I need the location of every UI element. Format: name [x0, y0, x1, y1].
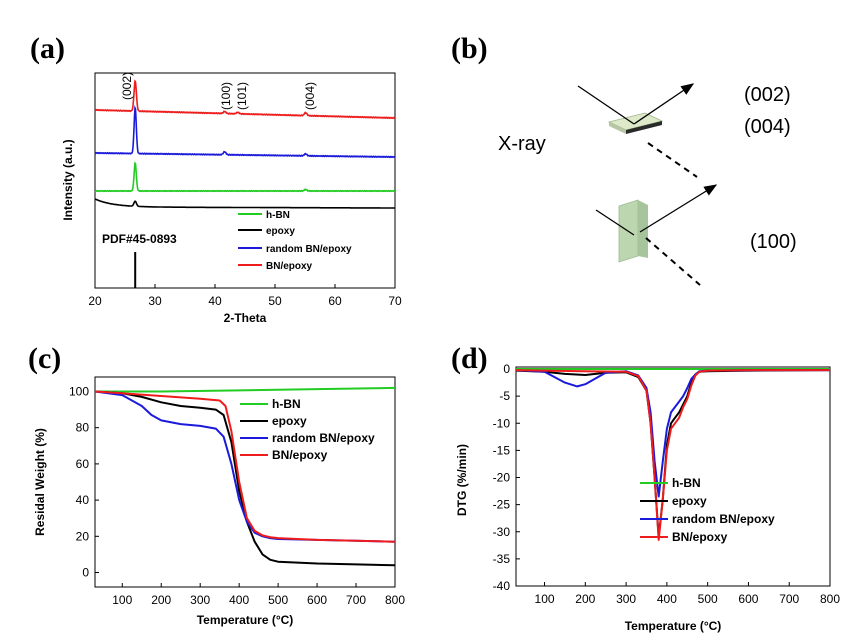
c-tick-label-x-400: 400: [229, 593, 249, 607]
legend-a-hbn: h-BN: [266, 210, 290, 221]
xray-transmitted-top: [647, 142, 698, 178]
legend-d-hbn: h-BN: [672, 476, 701, 490]
xrd-curve-h-bn: [94, 161, 396, 193]
c-tick-label-x-700: 700: [346, 593, 366, 607]
xrd-curve-random-bn-epoxy: [94, 104, 396, 159]
tick-label-a-x-60: 60: [328, 294, 342, 308]
c-series-h-bn: [95, 386, 396, 393]
panel-a-xrd: 20 30 40 50 60 70 (002) (100) (101) (004) PDF…: [61, 72, 402, 325]
c-tick-label-x-200: 200: [151, 593, 171, 607]
c-tick-label-x-800: 800: [385, 593, 405, 607]
legend-d-epoxy: epoxy: [672, 494, 707, 508]
c-series-bn-epoxy: [94, 390, 396, 543]
peak-label-002: (002): [120, 72, 134, 100]
legend-a-epoxy: epoxy: [266, 226, 295, 237]
c-tick-label-y-0: 0: [82, 566, 89, 580]
d-tick-label-x-300: 300: [616, 592, 636, 606]
xrd-curve-epoxy: [94, 198, 395, 209]
d-tick-label-y-40: -40: [493, 579, 511, 593]
legend-c-bnepoxy: BN/epoxy: [272, 448, 328, 462]
legend-a-bnepoxy: BN/epoxy: [266, 261, 313, 272]
xray-label: X-ray: [498, 133, 546, 155]
c-tick-label-y-20: 20: [76, 529, 90, 543]
peak-label-100: (100): [219, 82, 233, 110]
d-tick-label-x-700: 700: [779, 592, 799, 606]
legend-d: h-BN epoxy random BN/epoxy BN/epoxy: [640, 476, 775, 544]
panel-d-frame: [515, 366, 831, 587]
xray-reflected-top: [633, 83, 695, 125]
panel-d-dtg: 100 200 300 400 500 600 700 800 0 -5 -10 -15 -20 -25 -…: [455, 362, 840, 633]
panel-label-c: (c): [28, 342, 61, 375]
plane-label-100: (100): [750, 231, 797, 253]
legend-d-random: random BN/epoxy: [672, 512, 775, 526]
c-tick-label-y-80: 80: [76, 421, 90, 435]
c-series-random-bn-epoxy: [94, 390, 396, 543]
vertical-plate: [618, 199, 648, 263]
d-tick-label-x-100: 100: [535, 592, 555, 606]
tick-label-a-x-50: 50: [268, 294, 282, 308]
panel-a-frame: [94, 72, 396, 289]
c-tick-label-y-40: 40: [76, 493, 90, 507]
d-series-bn-epoxy: [515, 369, 830, 541]
c-tick-label-x-300: 300: [190, 593, 210, 607]
panel-label-a: (a): [30, 32, 65, 65]
peak-label-101: (101): [235, 82, 249, 110]
legend-c-epoxy: epoxy: [272, 414, 307, 428]
axis-label-c-x: Temperature (°C): [197, 613, 294, 627]
c-tick-label-y-60: 60: [76, 457, 90, 471]
d-tick-label-y-5: -5: [499, 389, 510, 403]
legend-a: h-BN epoxy random BN/epoxy BN/epoxy: [238, 210, 352, 272]
d-tick-label-y-20: -20: [493, 471, 511, 485]
d-tick-label-y-0: 0: [503, 362, 510, 376]
legend-a-random: random BN/epoxy: [266, 244, 352, 255]
tick-label-a-x-70: 70: [388, 294, 402, 308]
d-tick-label-y-10: -10: [493, 416, 511, 430]
c-tick-label-x-500: 500: [268, 593, 288, 607]
axis-label-a-y: Intensity (a.u.): [61, 139, 75, 220]
legend-c: h-BN epoxy random BN/epoxy BN/epoxy: [240, 397, 375, 462]
xray-transmitted-bottom: [645, 237, 701, 286]
axis-label-a-x: 2-Theta: [224, 311, 267, 325]
horizontal-plate: [607, 112, 664, 134]
axis-label-c-y: Residal Weight (%): [33, 428, 47, 536]
xray-incident-top: [577, 85, 635, 125]
c-series-epoxy: [94, 390, 396, 567]
c-tick-label-y-100: 100: [69, 384, 89, 398]
legend-c-random: random BN/epoxy: [272, 431, 375, 445]
d-tick-label-x-800: 800: [820, 592, 840, 606]
c-tick-label-x-100: 100: [112, 593, 132, 607]
plane-label-002: (002): [744, 84, 791, 106]
tick-label-a-x-20: 20: [88, 294, 102, 308]
axis-label-d-y: DTG (%/min): [455, 444, 469, 516]
plane-label-004: (004): [744, 116, 791, 138]
d-tick-label-y-30: -30: [493, 525, 511, 539]
legend-d-bnepoxy: BN/epoxy: [672, 530, 728, 544]
peak-label-004: (004): [303, 82, 317, 110]
d-tick-label-x-200: 200: [575, 592, 595, 606]
d-tick-label-y-25: -25: [493, 498, 511, 512]
panel-b-diagram: X-ray (002) (004) (100): [498, 83, 797, 286]
pdf-annotation: PDF#45-0893: [102, 232, 177, 246]
xrd-curve-bn-epoxy: [94, 79, 396, 120]
d-tick-label-y-35: -35: [493, 552, 511, 566]
d-tick-label-x-400: 400: [657, 592, 677, 606]
d-tick-label-y-15: -15: [493, 443, 511, 457]
panel-c-tga: 100 200 300 400 500 600 700 800 0 20 40 60 80 100 h-B…: [33, 376, 405, 627]
axis-label-d-x: Temperature (°C): [625, 619, 722, 633]
d-tick-label-x-500: 500: [698, 592, 718, 606]
panel-label-d: (d): [451, 342, 488, 375]
xray-incident-bottom: [595, 209, 635, 236]
tick-label-a-x-30: 30: [148, 294, 162, 308]
legend-c-hbn: h-BN: [272, 397, 301, 411]
panel-label-b: (b): [451, 32, 488, 65]
tick-label-a-x-40: 40: [208, 294, 222, 308]
xray-reflected-bottom: [639, 184, 718, 233]
d-tick-label-x-600: 600: [738, 592, 758, 606]
panel-c-frame: [94, 376, 396, 588]
c-tick-label-x-600: 600: [307, 593, 327, 607]
